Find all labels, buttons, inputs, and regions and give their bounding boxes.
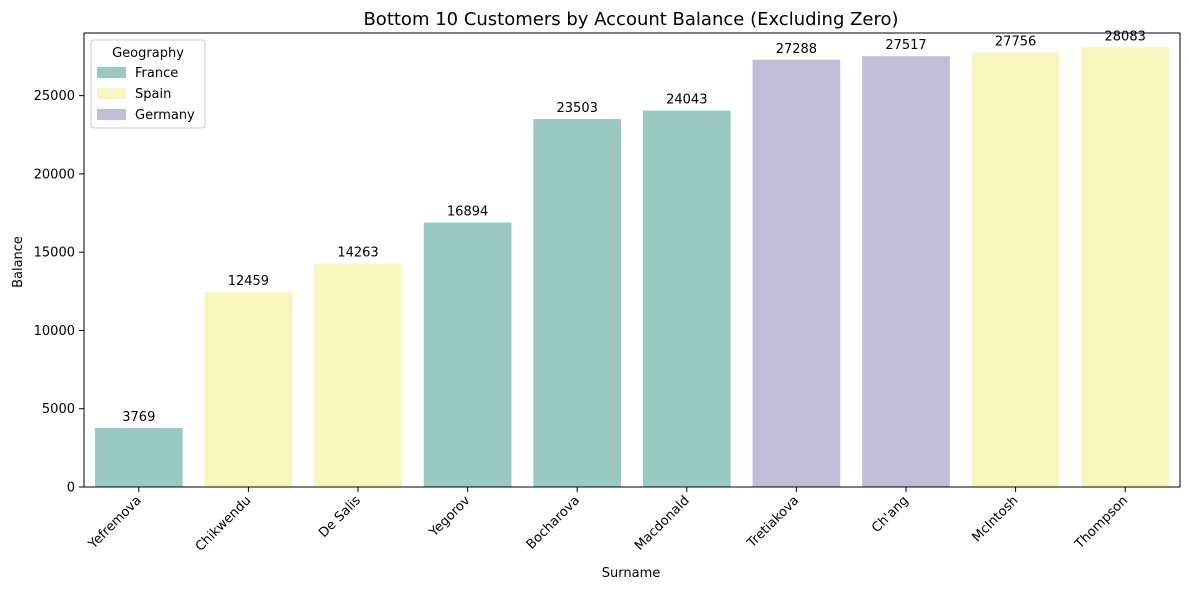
data-label: 23503 [557, 101, 598, 116]
y-axis-label: Balance [11, 236, 26, 288]
x-tick-label: McIntosh [969, 493, 1021, 545]
legend-swatch [97, 109, 126, 120]
data-label: 27288 [776, 42, 817, 57]
x-tick-label: Macdonald [632, 493, 693, 554]
bar [94, 427, 183, 487]
x-tick-label: Tretiakova [744, 493, 802, 551]
legend-title: Geography [112, 46, 184, 61]
y-tick-label: 5000 [42, 402, 75, 417]
legend-box [90, 39, 206, 129]
legend-swatch [97, 67, 126, 78]
data-label: 27517 [885, 38, 926, 53]
bar [971, 52, 1060, 487]
data-label: 3769 [122, 410, 155, 425]
bar [204, 291, 293, 487]
bar [533, 119, 622, 487]
bar [314, 263, 402, 487]
y-tick-label: 25000 [34, 89, 75, 104]
y-tick-label: 10000 [34, 324, 75, 339]
data-label: 28083 [1105, 29, 1146, 44]
legend-swatch [97, 88, 126, 99]
bar [1081, 47, 1170, 487]
y-tick-label: 20000 [34, 167, 75, 182]
x-tick-label: Bocharova [524, 493, 583, 552]
x-tick-label: Yefremova [85, 493, 144, 552]
x-tick-label: Chikwendu [193, 493, 254, 554]
chart-title: Bottom 10 Customers by Account Balance (… [363, 9, 898, 30]
data-label: 12459 [228, 274, 269, 289]
x-axis-label: Surname [602, 566, 660, 581]
bar [423, 222, 512, 487]
legend-entry: Germany [135, 108, 195, 123]
data-label: 16894 [447, 205, 488, 220]
x-tick-label: Yegorov [426, 493, 474, 541]
x-tick-label: Thompson [1072, 493, 1131, 552]
data-label: 14263 [337, 246, 378, 261]
plot-area: 3769 Yefremova 12459 Chikwendu 14263 De Salis… [34, 29, 1181, 555]
legend-entry: France [135, 66, 178, 81]
data-label: 27756 [995, 34, 1036, 49]
y-tick-label: 15000 [34, 246, 75, 261]
axes-frame [83, 32, 1181, 488]
bar [752, 59, 841, 487]
legend: Geography France Spain Germany [90, 39, 206, 129]
x-tick-label: Ch'ang [869, 493, 912, 536]
bar [862, 56, 950, 488]
legend-entry: Spain [135, 87, 171, 102]
data-label: 24043 [666, 93, 707, 108]
bar [642, 110, 731, 487]
x-tick-label: De Salis [316, 493, 364, 541]
y-tick-label: 0 [67, 481, 75, 496]
